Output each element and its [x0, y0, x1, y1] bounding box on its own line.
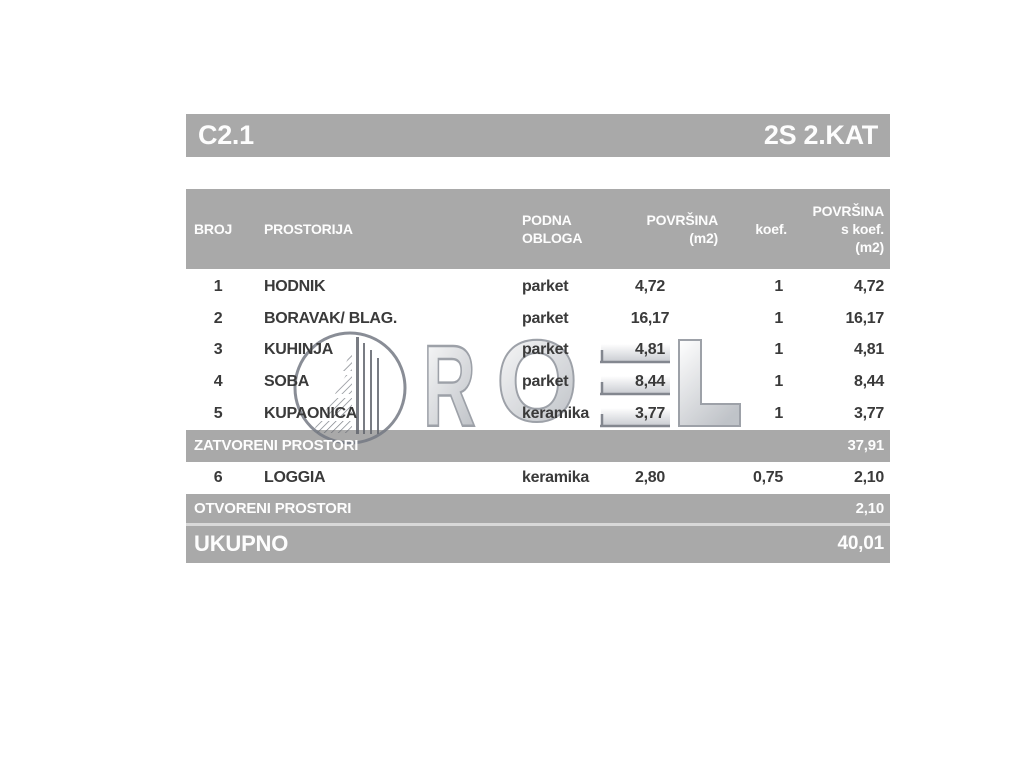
col-header-povrsina: POVRŠINA (m2): [604, 211, 718, 247]
cell-povrsina-s-koef: 3,77: [854, 405, 884, 423]
table-header-row: BROJ PROSTORIJA PODNA OBLOGA POVRŠINA (m…: [186, 189, 890, 269]
cell-prostorija: SOBA: [264, 373, 310, 391]
cell-povrsina-s-koef: 16,17: [845, 309, 884, 327]
table-row: 5 KUPAONICA keramika 3,77 1 3,77: [186, 398, 890, 430]
total-label: UKUPNO: [194, 531, 289, 557]
cell-povrsina-s-koef: 2,10: [854, 468, 884, 486]
subtotal-value: 2,10: [855, 499, 885, 517]
cell-obloga: keramika: [522, 468, 589, 486]
total-bar-ukupno: UKUPNO 40,01: [186, 525, 890, 563]
cell-prostorija: HODNIK: [264, 277, 326, 295]
col-header-povrsina-line1: POVRŠINA: [646, 212, 718, 228]
cell-prostorija: KUPAONICA: [264, 405, 358, 423]
cell-prostorija: KUHINJA: [264, 341, 334, 359]
cell-koef: 1: [774, 373, 783, 391]
cell-koef: 1: [774, 341, 783, 359]
subtotal-label: OTVORENI PROSTORI: [194, 499, 352, 517]
total-value: 40,01: [837, 533, 884, 555]
subtotal-label: ZATVORENI PROSTORI: [194, 437, 359, 455]
cell-obloga: parket: [522, 277, 569, 295]
unit-code: C2.1: [198, 120, 254, 150]
title-bar: C2.1 2S 2.KAT: [186, 114, 890, 157]
subtotal-bar-otvoreni: OTVORENI PROSTORI 2,10: [186, 493, 890, 523]
cell-povrsina-s-koef: 4,72: [854, 277, 884, 295]
col-header-skoef-line3: (m2): [855, 239, 884, 255]
cell-broj: 3: [213, 341, 223, 359]
cell-povrsina: 3,77: [635, 405, 665, 423]
cell-koef: 1: [774, 309, 783, 327]
cell-povrsina: 2,80: [635, 468, 665, 486]
col-header-prostorija: PROSTORIJA: [264, 221, 353, 237]
cell-povrsina: 4,72: [635, 277, 665, 295]
area-table: BROJ PROSTORIJA PODNA OBLOGA POVRŠINA (m…: [186, 189, 890, 563]
table-row: 1 HODNIK parket 4,72 1 4,72: [186, 271, 890, 303]
cell-povrsina-s-koef: 8,44: [854, 373, 884, 391]
col-header-povrsina-s-koef: POVRŠINA s koef. (m2): [790, 202, 890, 256]
cell-koef: 1: [774, 277, 783, 295]
cell-broj: 1: [213, 277, 223, 295]
cell-obloga: parket: [522, 309, 569, 327]
cell-povrsina: 4,81: [635, 341, 665, 359]
cell-obloga: keramika: [522, 405, 589, 423]
col-header-skoef-line1: POVRŠINA: [812, 203, 884, 219]
col-header-koef: koef.: [755, 221, 787, 237]
table-row: 4 SOBA parket 8,44 1 8,44: [186, 366, 890, 398]
table-row: 3 KUHINJA parket 4,81 1 4,81: [186, 335, 890, 367]
cell-povrsina: 8,44: [635, 373, 665, 391]
cell-broj: 2: [213, 309, 223, 327]
subtotal-value: 37,91: [847, 437, 884, 455]
cell-povrsina: 16,17: [630, 309, 670, 327]
cell-koef: 1: [774, 405, 783, 423]
cell-broj: 6: [213, 468, 223, 486]
cell-obloga: parket: [522, 373, 569, 391]
bar-divider: [186, 522, 890, 526]
cell-obloga: parket: [522, 341, 569, 359]
col-header-podna-obloga: PODNA OBLOGA: [516, 211, 604, 247]
cell-prostorija: BORAVAK/ BLAG.: [264, 309, 397, 327]
cell-prostorija: LOGGIA: [264, 468, 326, 486]
subtotal-bar-zatvoreni: ZATVORENI PROSTORI 37,91: [186, 429, 890, 462]
table-row: 6 LOGGIA keramika 2,80 0,75 2,10: [186, 462, 890, 494]
floor-label: 2S 2.KAT: [763, 120, 878, 150]
col-header-podna-line1: PODNA: [522, 212, 572, 228]
col-header-broj: BROJ: [194, 221, 233, 237]
col-header-skoef-line2: s koef.: [841, 221, 884, 237]
cell-broj: 5: [213, 405, 223, 423]
cell-broj: 4: [213, 373, 223, 391]
cell-povrsina-s-koef: 4,81: [854, 341, 884, 359]
cell-koef: 0,75: [753, 468, 783, 486]
col-header-povrsina-line2: (m2): [689, 230, 718, 246]
table-row: 2 BORAVAK/ BLAG. parket 16,17 1 16,17: [186, 303, 890, 335]
col-header-podna-line2: OBLOGA: [522, 230, 583, 246]
